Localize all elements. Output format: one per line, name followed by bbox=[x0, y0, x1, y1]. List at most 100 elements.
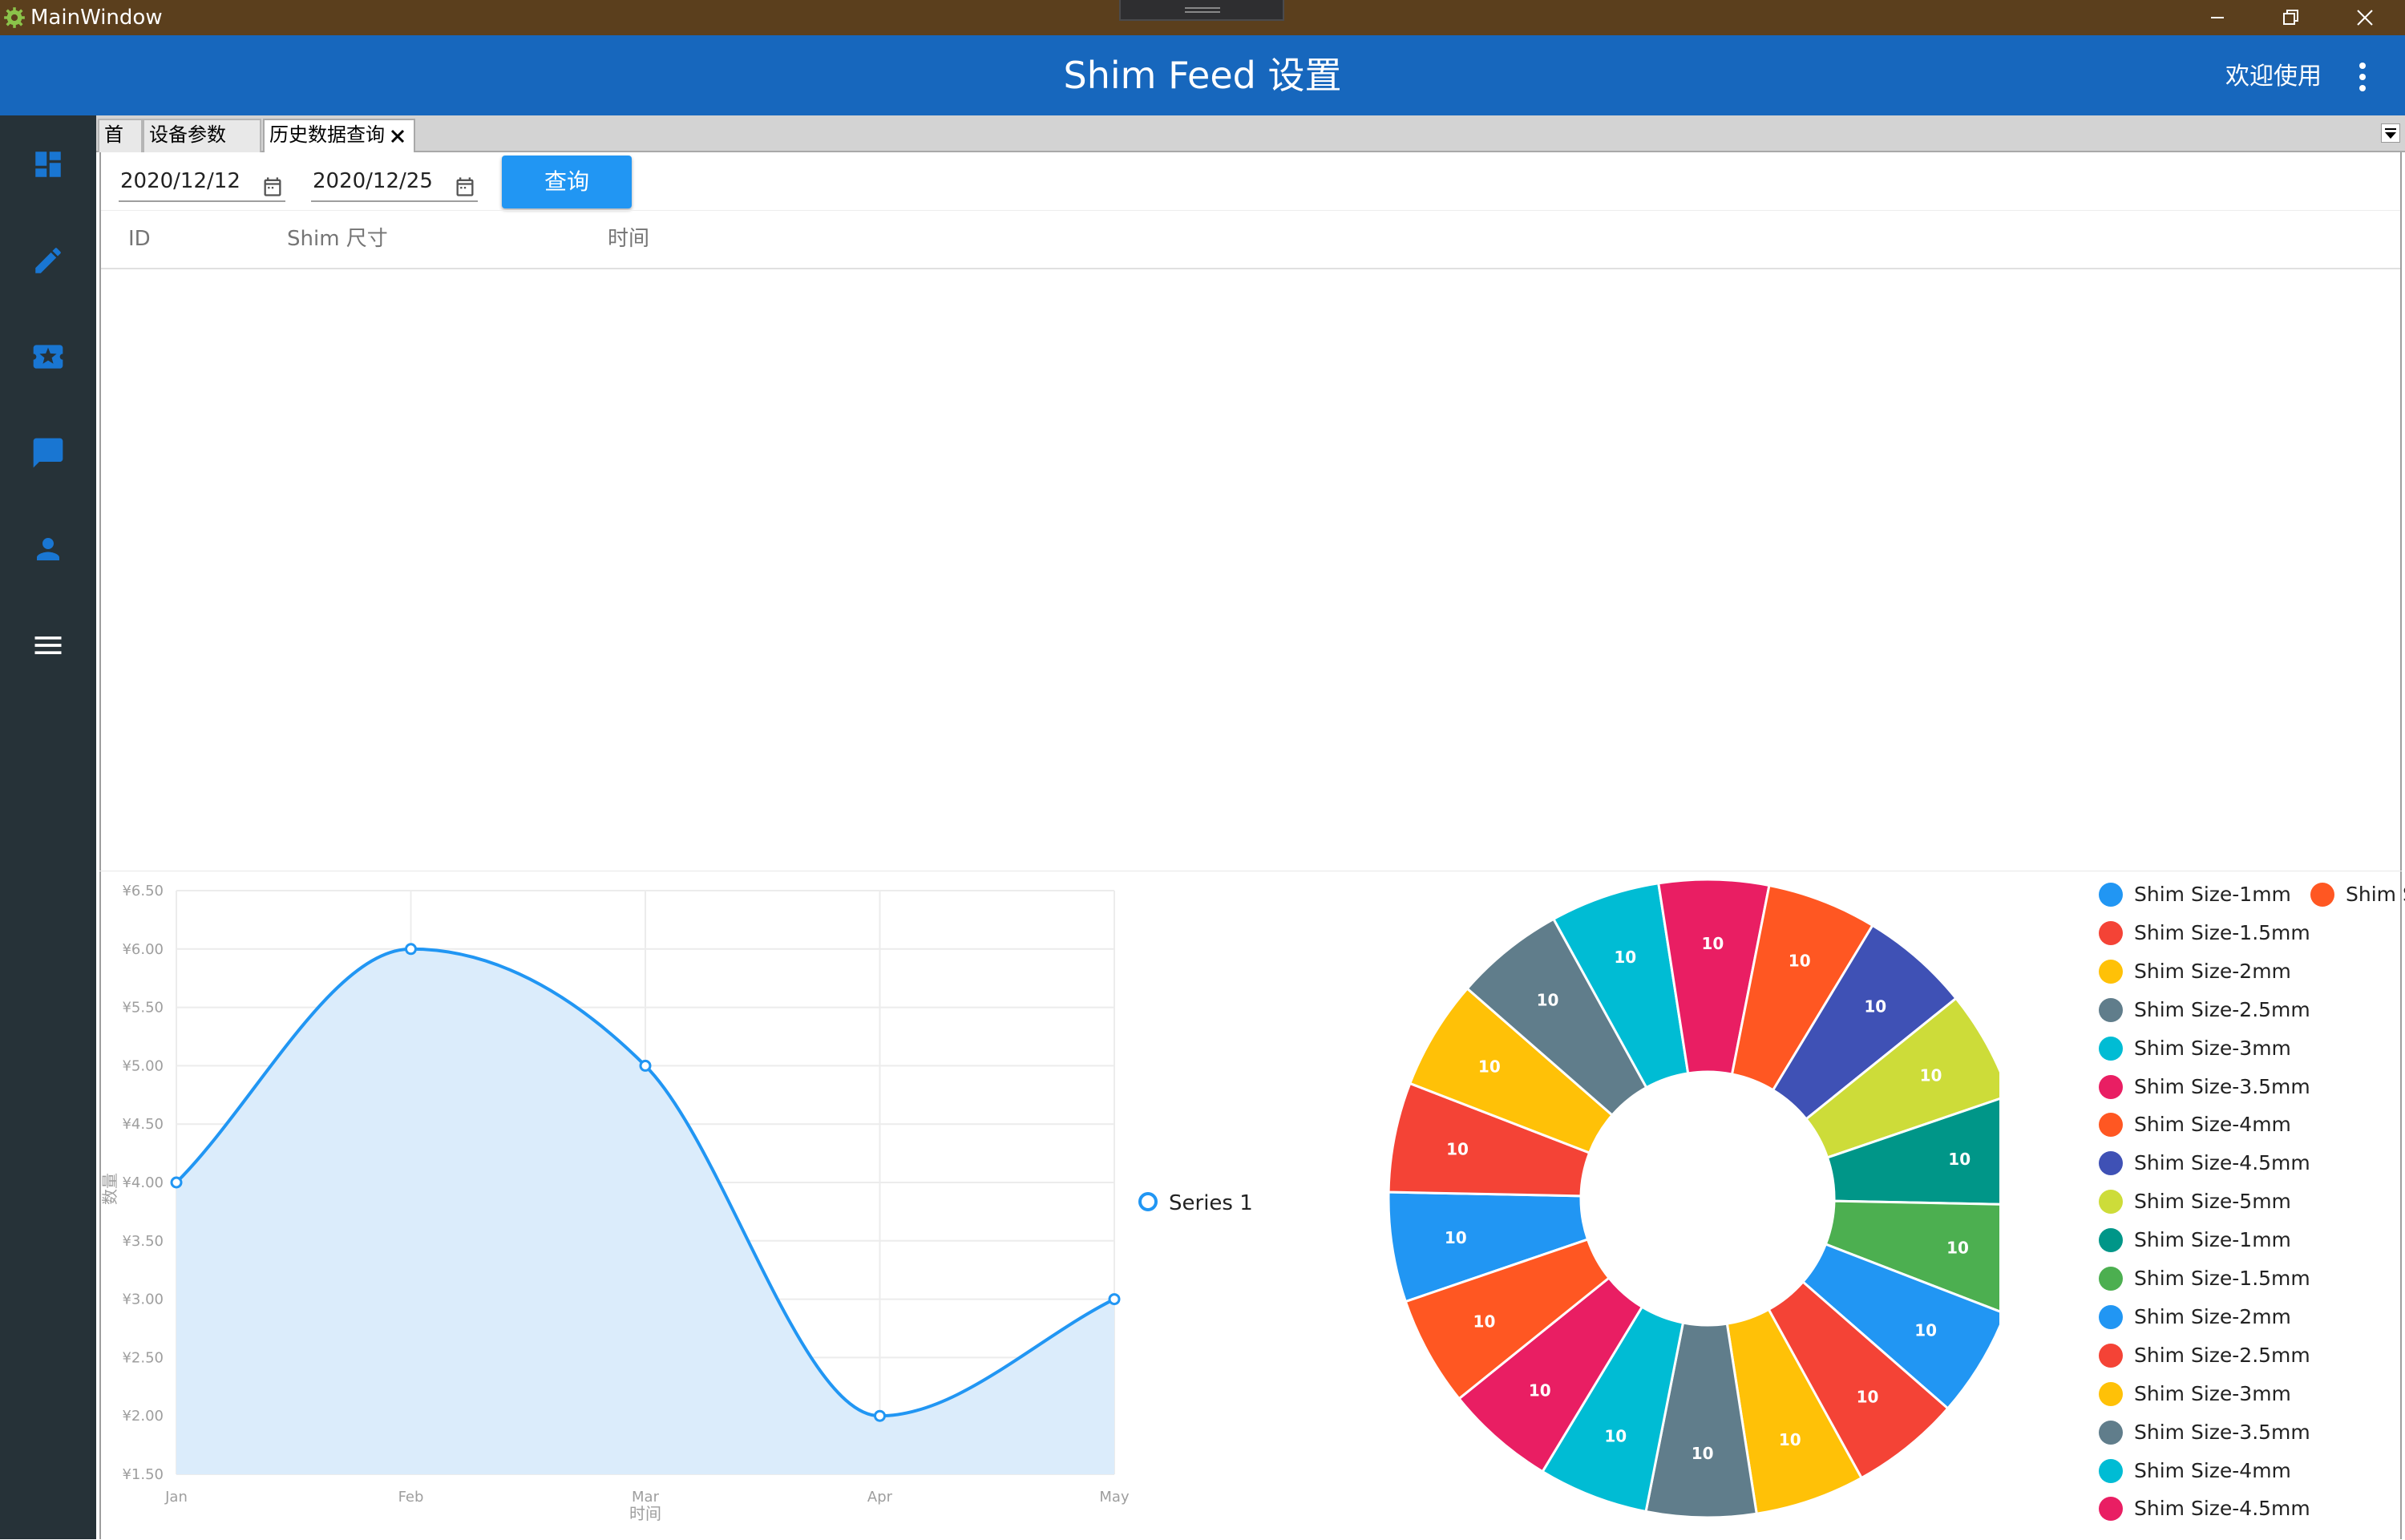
y-tick-label: ¥3.00 bbox=[122, 1291, 164, 1308]
drag-handle[interactable] bbox=[1119, 0, 1284, 21]
tab-close-icon[interactable] bbox=[390, 128, 406, 144]
x-axis-label: 时间 bbox=[629, 1504, 661, 1523]
slice-label: 10 bbox=[1864, 997, 1886, 1017]
legend-swatch bbox=[2099, 1190, 2123, 1215]
start-date-picker[interactable]: 2020/12/12 bbox=[119, 162, 285, 202]
minimize-button[interactable] bbox=[2181, 0, 2254, 35]
slice-label: 10 bbox=[1948, 1150, 1970, 1169]
legend-swatch bbox=[2099, 1228, 2123, 1253]
sidebar-item-menu[interactable] bbox=[0, 605, 96, 685]
legend-label: Series 1 bbox=[1169, 1191, 1253, 1215]
legend-swatch bbox=[2099, 883, 2123, 907]
tab-home[interactable]: 首页 bbox=[98, 119, 143, 175]
line-chart: ¥1.50 ¥2.00 ¥2.50 ¥3.00 ¥3.50 ¥4.00 ¥4.50 ¥5.00… bbox=[100, 883, 1130, 1523]
tab-label: 历史数据查询 bbox=[269, 123, 385, 146]
area-fill bbox=[176, 948, 1114, 1474]
x-tick-label: Jan bbox=[164, 1489, 188, 1506]
legend-swatch bbox=[2099, 1343, 2123, 1368]
legend-label: Shim Size-1mm bbox=[2134, 1228, 2291, 1252]
ticket-star-icon bbox=[33, 345, 63, 369]
legend-label: Shim Size-5mm bbox=[2346, 883, 2405, 906]
legend-swatch bbox=[2099, 1267, 2123, 1291]
legend-swatch bbox=[2099, 1074, 2123, 1099]
sidebar-item-messages[interactable] bbox=[0, 413, 96, 493]
tab-overflow-button[interactable] bbox=[2381, 123, 2400, 143]
slice-label: 10 bbox=[1920, 1066, 1942, 1085]
y-tick-label: ¥4.50 bbox=[122, 1116, 164, 1133]
legend-swatch bbox=[2099, 1420, 2123, 1445]
query-button[interactable]: 查询 bbox=[502, 156, 632, 208]
donut-hole bbox=[1581, 1072, 1834, 1325]
legend-label: Shim Size-4mm bbox=[2134, 1113, 2291, 1137]
calendar-icon[interactable] bbox=[261, 175, 284, 199]
sidebar-item-edit[interactable] bbox=[0, 220, 96, 301]
column-header-shim-size[interactable]: Shim 尺寸 bbox=[287, 227, 388, 251]
legend-label: Shim Size-4.5mm bbox=[2134, 1151, 2310, 1175]
sidebar-item-favorites[interactable] bbox=[0, 317, 96, 397]
column-header-time[interactable]: 时间 bbox=[608, 227, 650, 251]
y-tick-label: ¥5.50 bbox=[122, 1000, 164, 1017]
donut-chart-legend: Shim Size-1mm Shim Size-1.5mm Shim Size-2m… bbox=[1999, 871, 2405, 1540]
slice-label: 10 bbox=[1445, 1228, 1467, 1247]
data-point bbox=[405, 943, 417, 956]
slice-label: 10 bbox=[1529, 1380, 1551, 1400]
tab-device-params[interactable]: 设备参数 bbox=[143, 119, 261, 152]
y-tick-label: ¥6.50 bbox=[122, 883, 164, 899]
x-tick-label: Apr bbox=[867, 1489, 893, 1506]
donut-chart: 10 10 10 10 10 10 10 10 10 10 10 10 10 10 10 10 10 10 bbox=[1387, 878, 1999, 1519]
slice-label: 10 bbox=[1537, 990, 1559, 1009]
slice-label: 10 bbox=[1692, 1444, 1714, 1463]
close-window-button[interactable] bbox=[2328, 0, 2402, 35]
restore-button[interactable] bbox=[2254, 0, 2328, 35]
tab-history-query[interactable]: 历史数据查询 bbox=[263, 119, 415, 154]
calendar-icon[interactable] bbox=[454, 175, 476, 199]
legend-swatch bbox=[2099, 997, 2123, 1022]
y-tick-label: ¥1.50 bbox=[122, 1466, 164, 1483]
menu-icon bbox=[34, 637, 62, 654]
history-query-panel: 2020/12/12 2020/12/25 查询 ID Shim 尺寸 时间 bbox=[99, 152, 2402, 1539]
y-tick-label: ¥2.50 bbox=[122, 1349, 164, 1366]
legend-label: Shim Size-3mm bbox=[2134, 1381, 2291, 1405]
legend-swatch bbox=[2099, 1304, 2123, 1329]
sidebar-item-dashboard[interactable] bbox=[0, 124, 96, 204]
series-line bbox=[175, 947, 1115, 1418]
slice-label: 10 bbox=[1701, 934, 1724, 953]
legend-swatch bbox=[2310, 883, 2334, 907]
legend-label: Shim Size-1.5mm bbox=[2134, 1267, 2310, 1290]
start-date-value[interactable]: 2020/12/12 bbox=[120, 169, 240, 193]
slice-label: 10 bbox=[1614, 948, 1636, 967]
end-date-value[interactable]: 2020/12/25 bbox=[313, 169, 433, 193]
table-header: ID Shim 尺寸 时间 bbox=[101, 210, 2400, 269]
chevron-down-icon bbox=[2385, 128, 2396, 139]
close-icon bbox=[2357, 10, 2373, 26]
page-title: Shim Feed 设置 bbox=[1063, 54, 1342, 97]
column-header-id[interactable]: ID bbox=[128, 227, 151, 251]
x-tick-label: Feb bbox=[398, 1489, 424, 1506]
sidebar-item-user[interactable] bbox=[0, 509, 96, 589]
legend-label: Shim Size-2.5mm bbox=[2134, 997, 2310, 1021]
y-axis-label: 数量 bbox=[100, 1173, 119, 1205]
legend-swatch bbox=[2099, 1151, 2123, 1176]
y-tick-label: ¥5.00 bbox=[122, 1057, 164, 1074]
x-tick-label: Mar bbox=[632, 1489, 660, 1506]
legend-label: Shim Size-3mm bbox=[2134, 1036, 2291, 1060]
chat-icon bbox=[33, 438, 63, 468]
end-date-picker[interactable]: 2020/12/25 bbox=[311, 162, 478, 202]
legend-label: Shim Size-1.5mm bbox=[2134, 920, 2310, 944]
legend-swatch bbox=[2099, 1381, 2123, 1406]
window-title: MainWindow bbox=[30, 6, 163, 30]
more-vert-icon[interactable] bbox=[2349, 59, 2376, 95]
app-header: Shim Feed 设置 欢迎使用 bbox=[0, 35, 2405, 115]
legend-swatch bbox=[2099, 1113, 2123, 1138]
legend-label: Shim Size-1mm bbox=[2134, 883, 2291, 906]
dashboard-icon bbox=[35, 152, 61, 177]
legend-label: Shim Size-3.5mm bbox=[2134, 1420, 2310, 1444]
app-gear-icon bbox=[4, 7, 25, 28]
legend-label: Shim Size-5mm bbox=[2134, 1190, 2291, 1214]
slice-label: 10 bbox=[1473, 1312, 1496, 1331]
person-icon bbox=[37, 538, 59, 560]
legend-label: Shim Size-2mm bbox=[2134, 959, 2291, 983]
legend-label: Shim Size-3.5mm bbox=[2134, 1074, 2310, 1098]
data-point bbox=[639, 1059, 652, 1072]
window-titlebar[interactable]: MainWindow bbox=[0, 0, 2405, 35]
